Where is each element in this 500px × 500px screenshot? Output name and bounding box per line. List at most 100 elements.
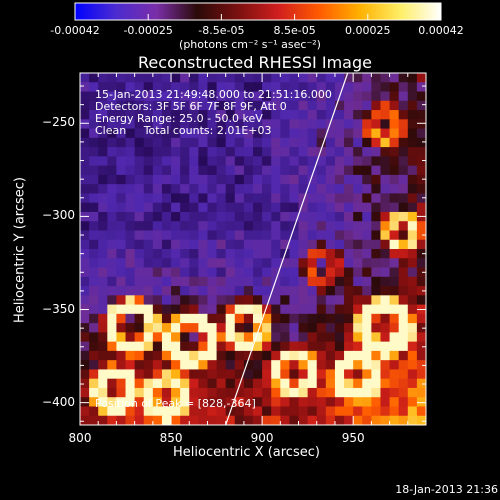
heatmap-cell <box>344 276 354 287</box>
heatmap-cell <box>171 397 181 408</box>
heatmap-cell <box>362 341 372 352</box>
heatmap-cell <box>171 147 181 157</box>
heatmap-cell <box>180 193 190 204</box>
heatmap-cell <box>253 369 263 380</box>
heatmap-cell <box>316 406 327 417</box>
heatmap-cell <box>234 221 245 232</box>
heatmap-cell <box>116 323 127 333</box>
heatmap-cell <box>216 230 227 241</box>
heatmap-cell <box>125 313 136 324</box>
heatmap-cell <box>334 341 345 352</box>
heatmap-cell <box>262 239 272 250</box>
heatmap-cell <box>334 184 345 195</box>
heatmap-cell <box>407 304 418 315</box>
heatmap-cell <box>134 415 145 425</box>
heatmap-cell <box>225 258 236 269</box>
heatmap-cell <box>353 332 363 343</box>
heatmap-cell <box>89 323 99 333</box>
heatmap-cell <box>407 73 418 83</box>
heatmap-cell <box>171 91 181 102</box>
heatmap-cell <box>380 147 391 157</box>
heatmap-cell <box>171 128 181 139</box>
heatmap-cell <box>371 406 382 417</box>
heatmap-cell <box>198 147 209 157</box>
heatmap-cell <box>189 174 199 185</box>
heatmap-cell <box>407 378 418 389</box>
heatmap-cell <box>207 276 218 287</box>
heatmap-cell <box>116 128 127 139</box>
heatmap-cell <box>407 323 418 333</box>
heatmap-cell <box>407 193 418 204</box>
heatmap-cell <box>325 397 336 408</box>
heatmap-cell <box>298 360 309 371</box>
heatmap-cell <box>371 239 382 250</box>
heatmap-cell <box>89 100 99 111</box>
heatmap-cell <box>198 193 209 204</box>
heatmap-cell <box>116 397 127 408</box>
heatmap-cell <box>362 174 372 185</box>
heatmap-cell <box>298 230 309 241</box>
heatmap-cell <box>243 100 254 111</box>
heatmap-cell <box>344 119 354 130</box>
heatmap-cell <box>98 230 108 241</box>
heatmap-cell <box>189 397 199 408</box>
heatmap-cell <box>416 276 426 287</box>
heatmap-cell <box>216 304 227 315</box>
heatmap-cell <box>171 304 181 315</box>
heatmap-cell <box>198 156 209 167</box>
heatmap-cell <box>298 137 309 148</box>
heatmap-cell <box>143 147 154 157</box>
heatmap-cell <box>344 82 354 93</box>
heatmap-cell <box>89 267 99 278</box>
heatmap-cell <box>416 165 426 176</box>
heatmap-cell <box>344 323 354 333</box>
heatmap-cell <box>243 174 254 185</box>
heatmap-cell <box>334 267 345 278</box>
heatmap-cell <box>89 82 99 93</box>
heatmap-cell <box>98 202 108 213</box>
heatmap-cell <box>307 211 318 222</box>
heatmap-cell <box>161 387 172 398</box>
heatmap-cell <box>289 341 300 352</box>
heatmap-cell <box>271 184 281 195</box>
heatmap-cell <box>152 100 163 111</box>
heatmap-cell <box>243 110 254 120</box>
heatmap-cell <box>198 100 209 111</box>
heatmap-cell <box>298 91 309 102</box>
heatmap-cell <box>289 369 300 380</box>
heatmap-cell <box>216 73 227 83</box>
heatmap-cell <box>344 350 354 361</box>
heatmap-cell <box>234 369 245 380</box>
heatmap-cell <box>380 387 391 398</box>
heatmap-cell <box>116 193 127 204</box>
heatmap-cell <box>280 193 291 204</box>
heatmap-cell <box>216 184 227 195</box>
heatmap-cell <box>289 397 300 408</box>
heatmap-cell <box>334 332 345 343</box>
heatmap-cell <box>171 73 181 83</box>
heatmap-cell <box>325 369 336 380</box>
heatmap-cell <box>307 165 318 176</box>
heatmap-cell <box>271 286 281 296</box>
heatmap-cell <box>216 100 227 111</box>
heatmap-cell <box>407 313 418 324</box>
heatmap-cell <box>253 360 263 371</box>
heatmap-cell <box>107 415 118 425</box>
heatmap-cell <box>371 276 382 287</box>
heatmap-cell <box>316 360 327 371</box>
heatmap-cell <box>207 369 218 380</box>
heatmap-cell <box>253 230 263 241</box>
heatmap-cell <box>243 202 254 213</box>
heatmap-cell <box>225 378 236 389</box>
heatmap-cell <box>344 174 354 185</box>
info-line-4: Clean Total counts: 2.01E+03 <box>95 124 272 137</box>
heatmap-cell <box>316 304 327 315</box>
heatmap-cell <box>334 174 345 185</box>
heatmap-cell <box>353 313 363 324</box>
heatmap-cell <box>253 415 263 425</box>
heatmap-cell <box>334 82 345 93</box>
heatmap-cell <box>152 128 163 139</box>
heatmap-cell <box>107 286 118 296</box>
heatmap-cell <box>253 128 263 139</box>
heatmap-cell <box>161 147 172 157</box>
